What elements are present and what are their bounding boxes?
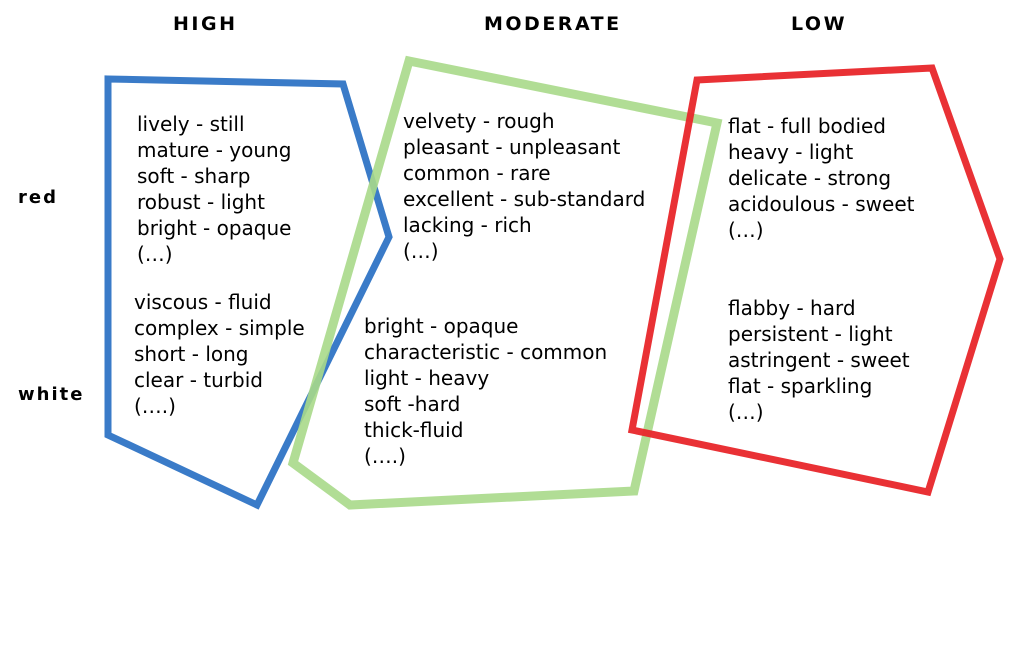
term: mature - young [137,138,292,162]
header-low: LOW [791,13,848,35]
term: clear - turbid [134,368,263,392]
term: lively - still [137,112,245,136]
term: heavy - light [728,140,854,164]
term: (…) [137,242,173,266]
moderate-red-terms: velvety - rough pleasant - unpleasant co… [403,108,645,264]
header-moderate: MODERATE [484,13,622,35]
term: bright - opaque [364,314,519,338]
term: (….) [364,444,406,468]
low-red-terms: flat - full bodied heavy - light delicat… [728,113,914,243]
term: short - long [134,342,249,366]
moderate-white-terms: bright - opaque characteristic - common … [364,313,607,469]
term: robust - light [137,190,265,214]
term: pleasant - unpleasant [403,135,621,159]
moderate-region-outline [287,55,723,510]
term: viscous - fluid [134,290,272,314]
term: flat - sparkling [728,374,873,398]
row-label-red: red [18,187,58,208]
term: (…) [403,239,439,263]
term: persistent - light [728,322,893,346]
term: complex - simple [134,316,305,340]
term: (…) [728,218,764,242]
term: excellent - sub-standard [403,187,646,211]
high-red-terms: lively - still mature - young soft - sha… [137,111,291,267]
low-white-terms: flabby - hard persistent - light astring… [728,295,910,425]
term: flat - full bodied [728,114,886,138]
term: common - rare [403,161,551,185]
term: delicate - strong [728,166,892,190]
term: lacking - rich [403,213,532,237]
low-region-outline [627,64,1004,497]
term: acidoulous - sweet [728,192,915,216]
header-high: HIGH [173,13,238,35]
term: (…) [728,400,764,424]
term: velvety - rough [403,109,555,133]
term: (….) [134,394,176,418]
term: light - heavy [364,366,490,390]
term: soft - sharp [137,164,251,188]
term: characteristic - common [364,340,608,364]
term: thick-fluid [364,418,464,442]
row-label-white: white [18,384,85,405]
term: soft -hard [364,392,461,416]
term: astringent - sweet [728,348,910,372]
high-white-terms: viscous - fluid complex - simple short -… [134,289,305,419]
term: flabby - hard [728,296,856,320]
term: bright - opaque [137,216,292,240]
